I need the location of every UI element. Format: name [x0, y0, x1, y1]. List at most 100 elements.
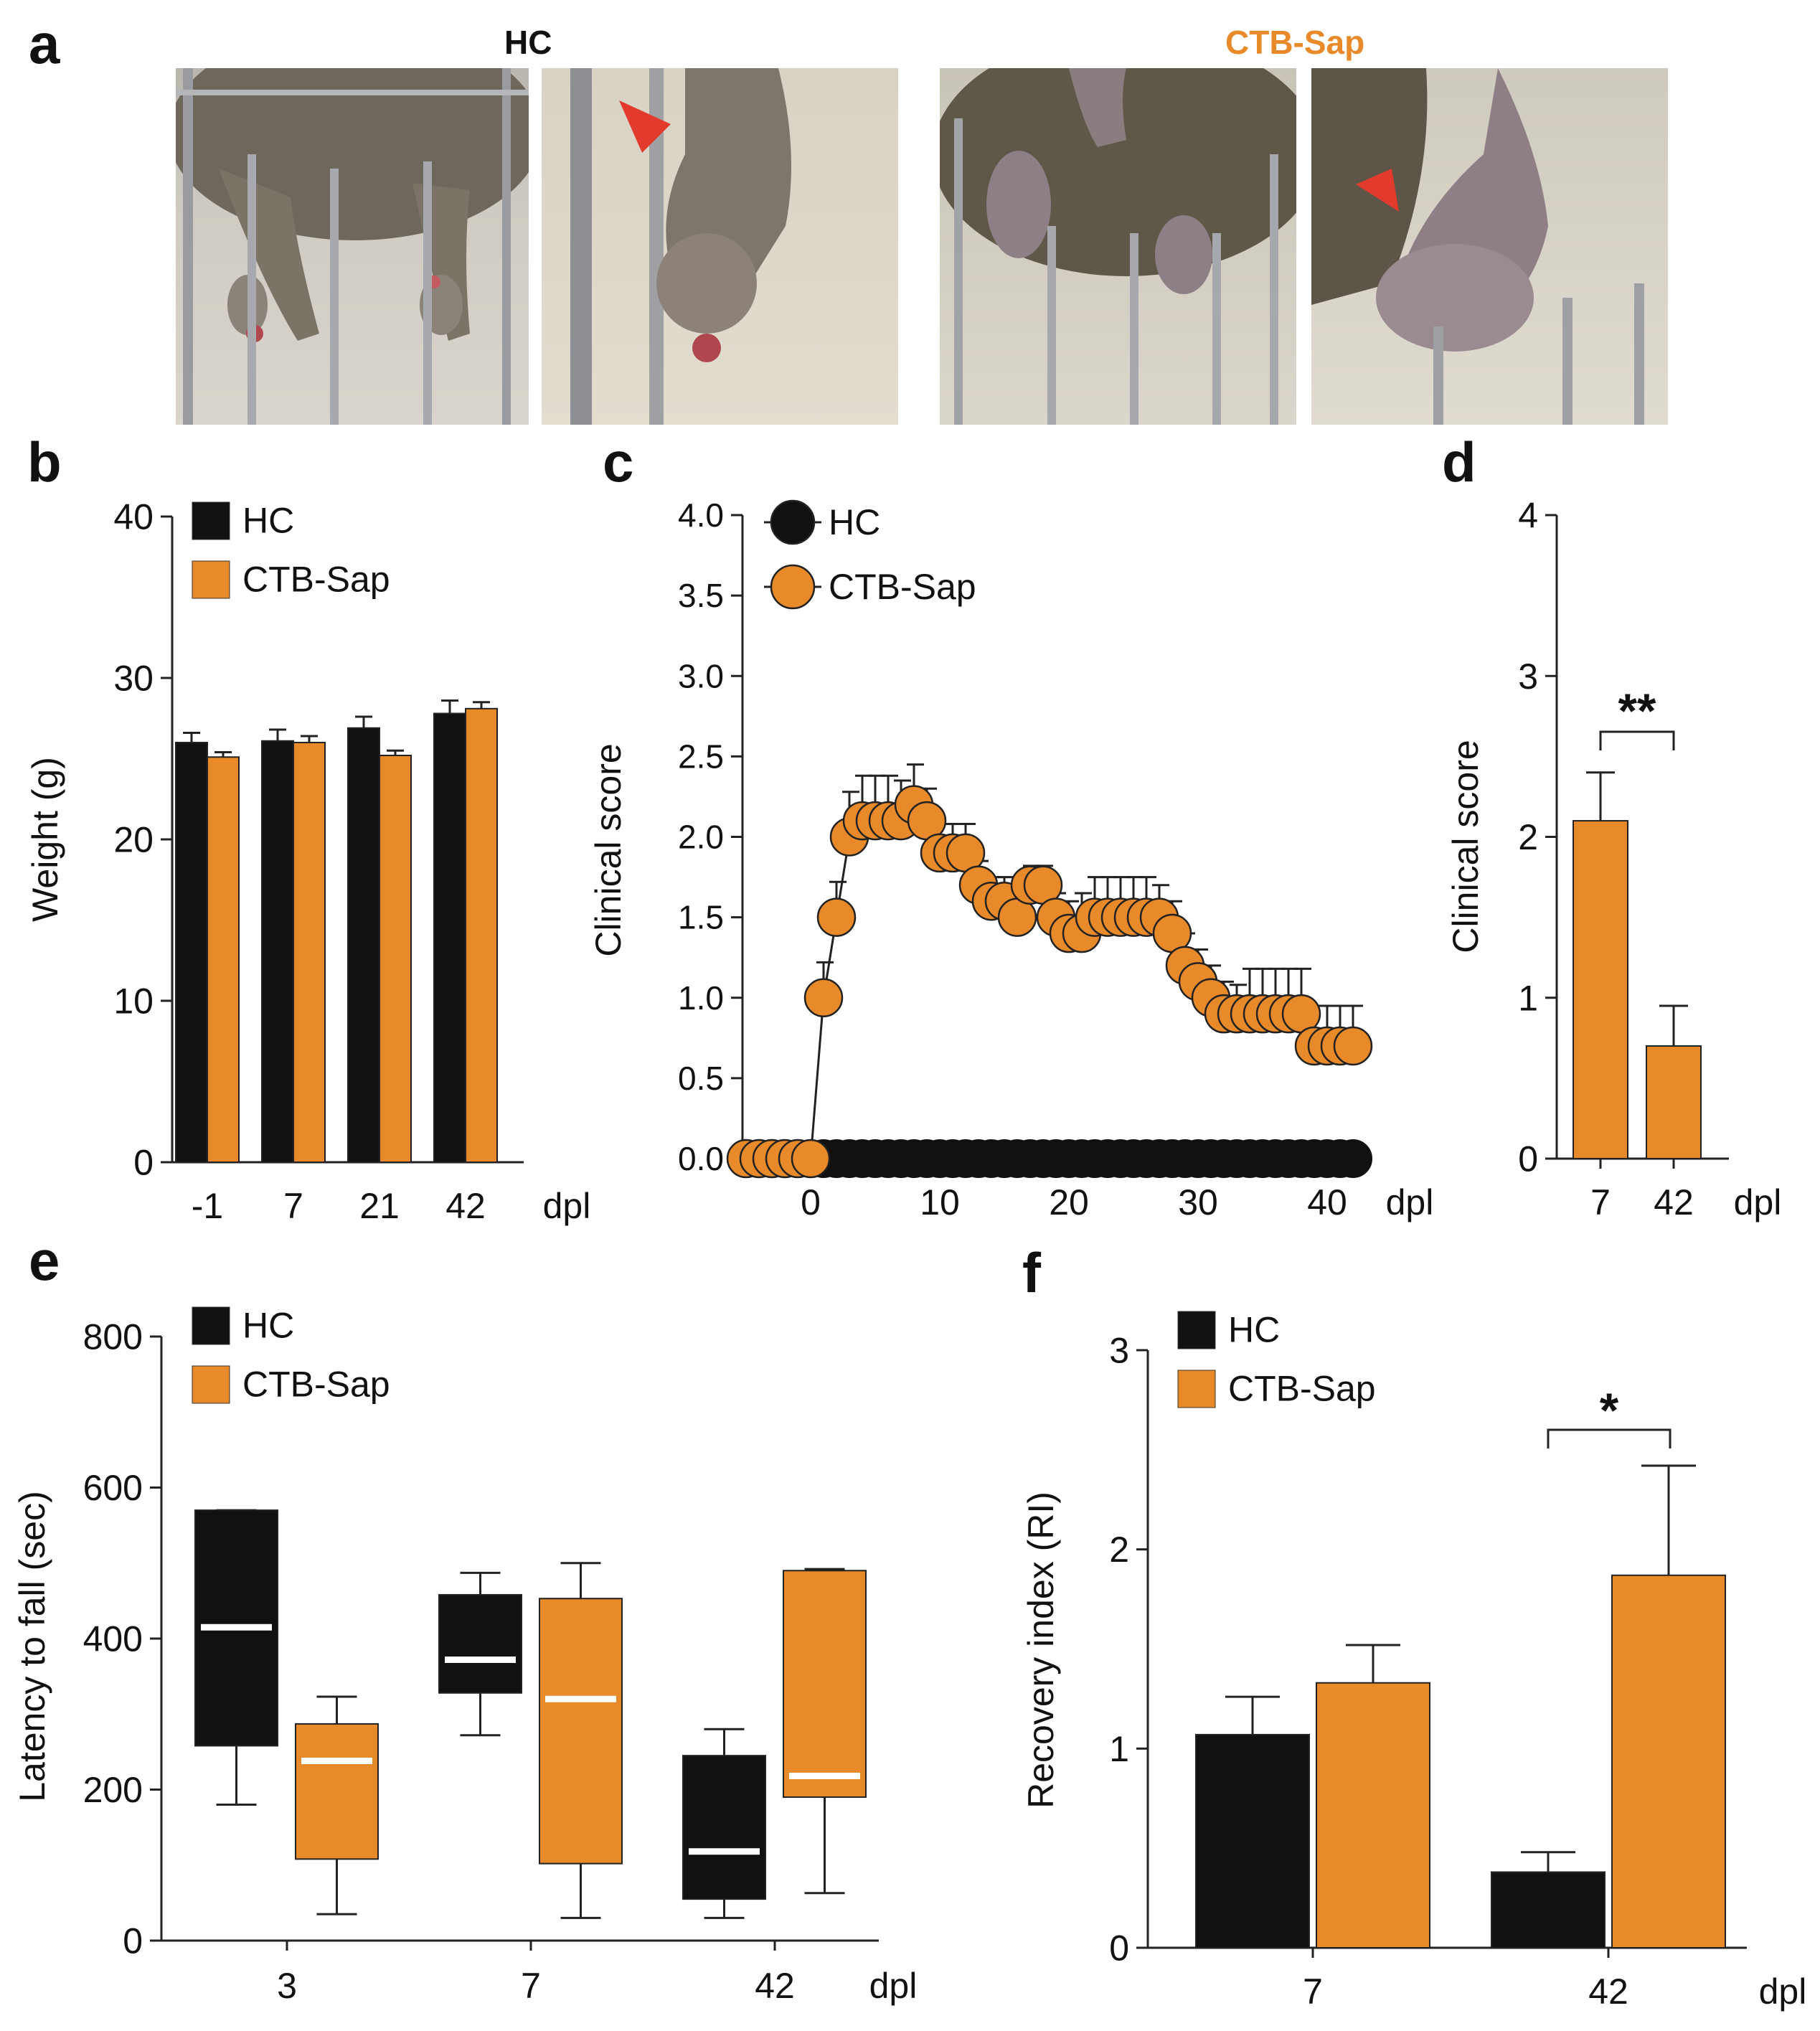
y-tick-label: 4 — [1518, 496, 1538, 536]
significance-label: * — [1600, 1383, 1619, 1438]
x-tick-label: 42 — [755, 1966, 795, 2006]
panel-label-c: c — [603, 430, 634, 494]
legend-marker-hc — [770, 499, 816, 545]
y-tick-label: 40 — [113, 497, 154, 537]
y-tick-label: 2 — [1109, 1530, 1129, 1570]
panel-label-d: d — [1442, 430, 1476, 494]
y-tick-label: 2.0 — [678, 819, 724, 856]
photo-hc-2 — [542, 68, 898, 425]
legend-label-hc: HC — [829, 502, 880, 542]
legend-marker-ctb-sap — [770, 564, 816, 610]
bar-ctb-sap — [207, 756, 240, 1163]
x-tick-label: 30 — [1178, 1182, 1218, 1222]
point-ctb-sap — [1333, 1026, 1373, 1066]
y-tick-label: 3.5 — [678, 577, 724, 614]
chart-b: 0 10 20 30 40 Weight (g) -1 7 21 42 dpl HC CTB-Sap — [25, 497, 591, 1227]
x-tick-label: 42 — [445, 1186, 486, 1226]
chart-f: 0 1 2 3 Recovery index (RI) 7 42 dpl * HC CTB-Sap — [1021, 1310, 1807, 2012]
y-tick-label: 0.5 — [678, 1060, 724, 1097]
y-tick-label: 20 — [113, 820, 154, 860]
y-tick-label: 3 — [1109, 1331, 1129, 1371]
legend-label-ctb-sap: CTB-Sap — [829, 567, 976, 607]
y-tick-label: 4.0 — [678, 496, 724, 534]
chart-d: 0 1 2 3 4 Clinical score 7 42 dpl ** — [1446, 496, 1782, 1223]
photo-ctb-1 — [940, 68, 1296, 425]
significance-label: ** — [1618, 684, 1656, 738]
y-tick-label: 0.0 — [678, 1140, 724, 1177]
point-ctb-sap — [791, 1139, 831, 1179]
bar-ctb-sap — [465, 707, 498, 1163]
chart-c: 0.0 0.5 1.0 1.5 2.0 2.5 3.0 3.5 4.0 Clinical scor… — [588, 496, 1433, 1222]
y-tick-label: 1 — [1109, 1729, 1129, 1769]
y-tick-label: 0 — [123, 1921, 143, 1961]
bar-hc — [1491, 1871, 1606, 1949]
y-tick-label: 10 — [113, 981, 154, 1022]
box-ctb-sap — [295, 1723, 379, 1860]
photo-ctb-2-drawing — [1311, 68, 1644, 425]
y-tick-label: 3 — [1518, 656, 1538, 697]
x-tick-label: 21 — [359, 1186, 400, 1226]
panel-label-b: b — [27, 430, 62, 494]
point-ctb-sap — [816, 897, 857, 937]
x-tick-label: 40 — [1307, 1182, 1347, 1222]
bar-hc — [261, 740, 294, 1163]
x-tick-label: 7 — [283, 1186, 303, 1226]
bar-ctb-sap — [379, 755, 412, 1163]
legend-label-hc: HC — [1228, 1310, 1280, 1350]
x-axis-label: dpl — [543, 1186, 591, 1226]
photo-ctb-2 — [1311, 68, 1668, 425]
photo-hc-1-drawing — [176, 68, 529, 425]
legend-swatch-hc — [192, 501, 230, 540]
x-tick-label: 42 — [1654, 1182, 1694, 1222]
group-label-ctb-sap: CTB-Sap — [1225, 24, 1365, 61]
photo-hc-2-drawing — [570, 68, 791, 425]
y-tick-label: 1 — [1518, 978, 1538, 1018]
point-ctb-sap — [803, 978, 844, 1017]
y-axis-label: Recovery index (RI) — [1021, 1492, 1061, 1809]
x-axis-label: dpl — [1759, 1971, 1807, 2012]
x-tick-label: 3 — [277, 1966, 297, 2006]
legend-label-hc: HC — [242, 501, 294, 541]
bar-ctb-sap — [1646, 1045, 1702, 1160]
y-tick-label: 1.0 — [678, 979, 724, 1017]
bar-ctb-sap — [1316, 1682, 1430, 1948]
legend-swatch-hc — [1177, 1311, 1216, 1349]
bar-ctb-sap — [293, 742, 326, 1163]
chart-e: 0 200 400 600 800 Latency to fall (sec) 3 7 42 dp… — [12, 1306, 918, 2006]
point-hc — [1334, 1139, 1372, 1178]
y-tick-label: 2 — [1518, 817, 1538, 857]
box-hc — [438, 1593, 522, 1694]
bar-hc — [175, 742, 208, 1163]
y-axis-label: Clinical score — [1446, 740, 1486, 953]
significance-bracket — [1547, 1428, 1672, 1448]
y-axis-label: Clinical score — [588, 743, 628, 956]
y-tick-label: 0 — [1518, 1139, 1538, 1179]
photo-ctb-1-drawing — [940, 68, 1296, 425]
y-tick-label: 0 — [1109, 1928, 1129, 1969]
legend-label-ctb-sap: CTB-Sap — [242, 560, 390, 600]
box-ctb-sap — [539, 1598, 623, 1865]
y-axis-label: Weight (g) — [25, 757, 65, 922]
box-ctb-sap — [783, 1570, 867, 1799]
x-tick-label: 10 — [920, 1182, 960, 1222]
y-tick-label: 200 — [83, 1770, 143, 1810]
group-label-hc: HC — [504, 24, 552, 61]
significance-bracket — [1599, 730, 1675, 750]
x-tick-label: -1 — [192, 1186, 223, 1226]
legend-swatch-ctb-sap — [192, 560, 230, 599]
x-axis-label: dpl — [869, 1966, 918, 2006]
x-tick-label: 0 — [801, 1182, 821, 1222]
bar-hc — [347, 727, 380, 1163]
x-axis-label: dpl — [1734, 1182, 1782, 1222]
x-tick-label: 42 — [1588, 1971, 1628, 2012]
bar-ctb-sap — [1611, 1574, 1726, 1949]
y-tick-label: 3.0 — [678, 657, 724, 694]
x-tick-label: 7 — [1590, 1182, 1611, 1222]
y-tick-label: 400 — [83, 1619, 143, 1659]
x-tick-label: 7 — [521, 1966, 541, 2006]
legend-label-ctb-sap: CTB-Sap — [242, 1365, 390, 1405]
y-tick-label: 800 — [83, 1317, 143, 1357]
bar-hc — [433, 712, 466, 1163]
y-tick-label: 30 — [113, 659, 154, 699]
panel-label-e: e — [29, 1229, 60, 1292]
